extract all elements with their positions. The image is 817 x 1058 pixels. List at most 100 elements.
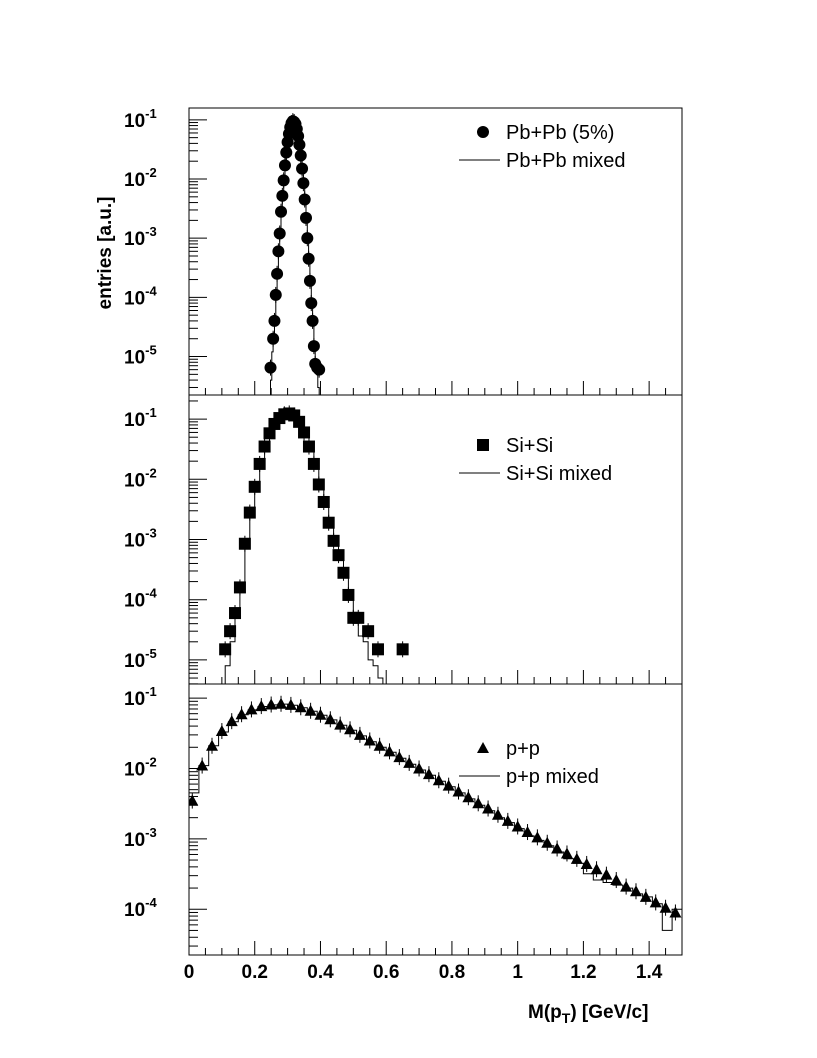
data-point xyxy=(253,457,266,470)
y-tick-base: 10 xyxy=(124,651,145,672)
data-point xyxy=(268,314,281,327)
data-point xyxy=(472,797,485,809)
data-series-pp xyxy=(189,695,682,921)
data-point xyxy=(352,611,365,624)
data-point xyxy=(296,162,309,175)
data-point xyxy=(306,314,319,327)
y-tick-label: 10-1 xyxy=(124,684,157,710)
mixed-histogram-line xyxy=(189,703,682,955)
data-point xyxy=(245,703,258,715)
y-tick-exponent: -3 xyxy=(145,224,157,239)
data-point xyxy=(263,427,276,440)
data-point xyxy=(248,480,261,493)
data-point xyxy=(371,643,384,656)
data-point xyxy=(305,297,318,310)
mixed-histogram-sisi xyxy=(224,413,384,684)
data-point xyxy=(332,549,345,562)
legend-label-mixed: p+p mixed xyxy=(506,766,599,788)
data-point xyxy=(322,516,335,529)
data-point xyxy=(206,739,219,751)
data-point xyxy=(432,774,445,786)
legend-marker xyxy=(477,742,489,753)
x-tick-label: 0 xyxy=(184,962,195,983)
data-point xyxy=(215,725,228,737)
y-tick-base: 10 xyxy=(124,288,145,309)
y-tick-exponent: -4 xyxy=(145,586,157,601)
x-tick-label: 0.2 xyxy=(242,962,268,983)
data-point xyxy=(521,826,534,838)
y-tick-base: 10 xyxy=(124,348,145,369)
data-point xyxy=(265,698,278,710)
y-tick-exponent: -4 xyxy=(145,283,157,298)
data-point xyxy=(293,415,306,428)
data-point xyxy=(300,211,313,224)
y-tick-base: 10 xyxy=(124,111,145,132)
y-tick-exponent: -1 xyxy=(145,405,157,420)
x-tick-label: 0.8 xyxy=(439,962,465,983)
y-tick-exponent: -3 xyxy=(145,526,157,541)
data-point xyxy=(304,704,317,716)
data-point xyxy=(541,836,554,848)
data-point xyxy=(620,880,633,892)
data-point xyxy=(258,440,271,453)
data-point xyxy=(307,340,320,353)
y-tick-label: 10-5 xyxy=(124,646,157,672)
data-point xyxy=(649,896,662,908)
data-point xyxy=(337,566,350,579)
data-point xyxy=(294,701,307,713)
y-ticks xyxy=(189,400,207,685)
data-point xyxy=(511,820,524,832)
data-point xyxy=(362,625,375,638)
data-point xyxy=(272,245,285,258)
data-point xyxy=(224,625,237,638)
y-ticks xyxy=(189,697,207,947)
data-point xyxy=(297,177,310,190)
data-point xyxy=(344,723,357,735)
data-point xyxy=(560,847,573,859)
panel-frame xyxy=(188,683,683,956)
data-point xyxy=(482,802,495,814)
data-point xyxy=(280,146,293,159)
legend-label-data: p+p xyxy=(506,738,540,760)
x-tick-label: 0.4 xyxy=(307,962,334,983)
data-point xyxy=(229,607,242,620)
x-ticks xyxy=(188,670,683,684)
data-point xyxy=(275,205,288,218)
y-tick-exponent: -2 xyxy=(145,465,157,480)
data-point xyxy=(590,863,603,875)
x-ticks xyxy=(188,381,683,395)
y-tick-base: 10 xyxy=(124,689,145,710)
data-point xyxy=(298,426,311,439)
data-point xyxy=(373,739,386,751)
data-point xyxy=(233,581,246,594)
legend-label-data: Pb+Pb (5%) xyxy=(506,122,614,144)
x-tick-label: 1.4 xyxy=(636,962,663,983)
y-tick-label: 10-5 xyxy=(124,343,157,369)
data-point xyxy=(243,506,256,519)
data-point xyxy=(278,159,291,172)
y-tick-base: 10 xyxy=(124,470,145,491)
data-point xyxy=(271,267,284,280)
y-tick-label: 10-3 xyxy=(124,825,157,851)
legend-label-mixed: Si+Si mixed xyxy=(506,463,612,485)
legend-sisi: Si+Si Si+Si mixed xyxy=(459,435,612,485)
y-tick-label: 10-3 xyxy=(124,224,157,250)
y-tick-base: 10 xyxy=(124,170,145,191)
data-point xyxy=(413,762,426,774)
y-tick-label: 10-4 xyxy=(124,586,157,612)
data-point xyxy=(264,361,277,374)
data-point xyxy=(275,697,288,709)
data-point xyxy=(219,643,232,656)
data-point xyxy=(255,700,268,712)
data-point xyxy=(669,906,682,918)
y-tick-label: 10-2 xyxy=(124,465,157,491)
data-point xyxy=(235,708,248,720)
x-tick-label: 1 xyxy=(512,962,523,983)
data-point xyxy=(225,715,238,727)
data-point xyxy=(196,759,209,771)
mixed-histogram-pp xyxy=(189,703,682,955)
data-point xyxy=(312,478,325,491)
data-point xyxy=(301,232,314,245)
